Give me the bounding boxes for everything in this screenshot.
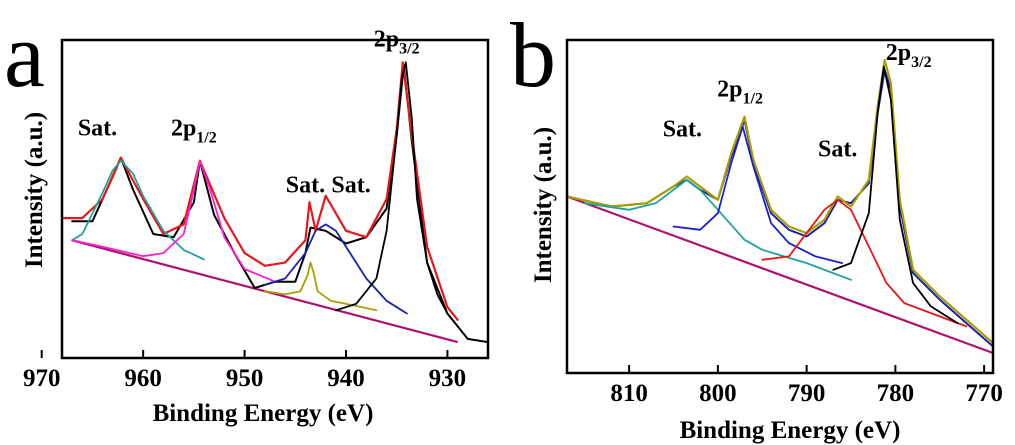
peak-label-b-0: Sat.: [663, 117, 702, 143]
series-line-a-6: [334, 61, 449, 315]
x-tick-label-a-4: 930: [429, 365, 467, 392]
peak-label-b-1: 2p1/2: [717, 77, 763, 108]
series-line-b-4: [761, 198, 968, 328]
series-line-a-3: [71, 159, 276, 283]
x-tick-label-b-1: 800: [699, 380, 737, 407]
y-axis-label-b: Intensity (a.u.): [530, 127, 557, 283]
x-axis-label-a: Binding Energy (eV): [153, 400, 374, 427]
x-tick-label-a-0: 970: [23, 365, 61, 392]
x-tick-label-a-2: 950: [226, 365, 264, 392]
series-line-b-2: [583, 178, 852, 281]
series-line-b-5: [832, 65, 959, 325]
peak-label-a-0: Sat.: [78, 115, 117, 141]
x-tick-label-a-1: 960: [124, 365, 162, 392]
series-line-a-0: [71, 64, 488, 344]
plot-frame-b: [565, 38, 995, 375]
x-tick-label-b-0: 810: [610, 380, 648, 407]
series-line-a-4: [263, 261, 378, 312]
series-group-b: [567, 58, 993, 355]
x-tick-label-b-4: 770: [965, 380, 1003, 407]
peak-label-a-2: Sat.: [286, 173, 325, 199]
series-line-b-3: [672, 125, 843, 265]
background-line-b: [567, 195, 993, 355]
series-line-a-2: [71, 159, 205, 261]
y-axis-label-a: Intensity (a.u.): [21, 112, 48, 268]
peak-label-a-3: Sat.: [331, 173, 370, 199]
series-line-b-1: [567, 58, 993, 345]
plot-frame-a: [60, 38, 490, 360]
series-line-a-5: [263, 223, 408, 315]
peak-label-b-2: Sat.: [818, 137, 857, 163]
panel-letter-b: b: [510, 4, 556, 106]
panel-b: b 810 800 790 780 770 Sat. 2p1/2 Sat. 2p3/2 Bind…: [510, 4, 1003, 444]
series-line-a-1: [62, 61, 459, 321]
x-axis-label-b: Binding Energy (eV): [680, 417, 901, 444]
x-tick-label-b-3: 780: [877, 380, 915, 407]
panel-letter-a: a: [4, 4, 45, 106]
series-group-a: [62, 61, 488, 344]
peak-label-a-1: 2p1/2: [171, 115, 217, 146]
peak-label-a-4: 2p3/2: [374, 26, 420, 57]
plot-area-b: 810 800 790 780 770 Sat. 2p1/2 Sat. 2p3/2: [565, 38, 1003, 407]
x-tick-label-b-2: 790: [788, 380, 826, 407]
peak-label-b-3: 2p3/2: [886, 40, 932, 71]
x-tick-label-a-3: 940: [327, 365, 365, 392]
